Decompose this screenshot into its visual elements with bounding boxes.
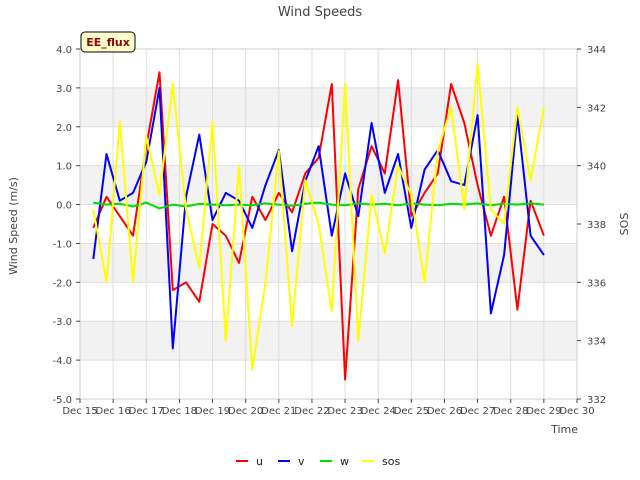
series-lines <box>92 62 545 381</box>
y-tick-label: 3.0 <box>56 84 72 95</box>
y-tick-label: 0.0 <box>56 201 72 212</box>
legend-label-v: v <box>298 455 305 468</box>
legend-label-w: w <box>340 455 349 468</box>
y-tick-label: 4.0 <box>56 45 72 56</box>
x-tick-label: Dec 25 <box>394 406 429 417</box>
y2-axis-label: SOS <box>618 213 631 236</box>
x-tick-label: Dec 24 <box>361 406 396 417</box>
plot-band <box>80 360 577 399</box>
plot-band <box>80 243 577 283</box>
x-tick-label: Dec 28 <box>493 406 528 417</box>
y-axis-label: Wind Speed (m/s) <box>7 177 20 275</box>
x-tick-label: Dec 18 <box>162 406 197 417</box>
plot-band <box>80 49 577 88</box>
axes: -5.0 -4.0 -3.0 -2.0 -1.0 0.0 1.0 2.0 3.0 4.0 332 33… <box>52 45 606 417</box>
y-tick-label: -2.0 <box>52 278 72 289</box>
x-tick-label: Dec 15 <box>62 406 97 417</box>
plot-band <box>80 321 577 361</box>
plot-band <box>80 126 577 166</box>
y-tick-label: -1.0 <box>52 239 72 250</box>
x-tick-label: Dec 16 <box>96 406 131 417</box>
badge-label: EE_flux <box>86 36 130 49</box>
y2-tick-label: 332 <box>587 395 606 406</box>
x-tick-label: Dec 26 <box>427 406 462 417</box>
x-tick-label: Dec 30 <box>559 406 594 417</box>
y-tick-label: -3.0 <box>52 317 72 328</box>
x-tick-label: Dec 23 <box>327 406 362 417</box>
y2-tick-label: 344 <box>587 45 606 56</box>
x-tick-label: Dec 21 <box>261 406 296 417</box>
y2-tick-label: 336 <box>587 278 606 289</box>
x-tick-label: Dec 27 <box>460 406 495 417</box>
chart-title: Wind Speeds <box>278 5 363 20</box>
x-tick-label: Dec 22 <box>294 406 329 417</box>
x-tick-label: Dec 29 <box>526 406 561 417</box>
x-tick-label: Dec 17 <box>129 406 164 417</box>
y-tick-label: -5.0 <box>52 395 72 406</box>
x-tick-label: Dec 20 <box>228 406 263 417</box>
badge: EE_flux <box>80 31 136 53</box>
legend-label-sos: sos <box>382 455 400 468</box>
y2-tick-label: 338 <box>587 220 606 231</box>
series-line-sos <box>92 62 545 371</box>
series-line-u <box>92 71 545 381</box>
x-axis-label: Time <box>550 423 578 436</box>
y-tick-label: -4.0 <box>52 356 72 367</box>
x-tick-label: Dec 19 <box>195 406 230 417</box>
legend: u v w sos <box>236 455 400 468</box>
y2-tick-label: 334 <box>587 337 606 348</box>
legend-label-u: u <box>256 455 263 468</box>
series-line-w <box>93 201 544 210</box>
y2-tick-label: 342 <box>587 103 606 114</box>
y-tick-label: 2.0 <box>56 123 72 134</box>
y2-tick-label: 340 <box>587 162 606 173</box>
y-tick-label: 1.0 <box>56 162 72 173</box>
